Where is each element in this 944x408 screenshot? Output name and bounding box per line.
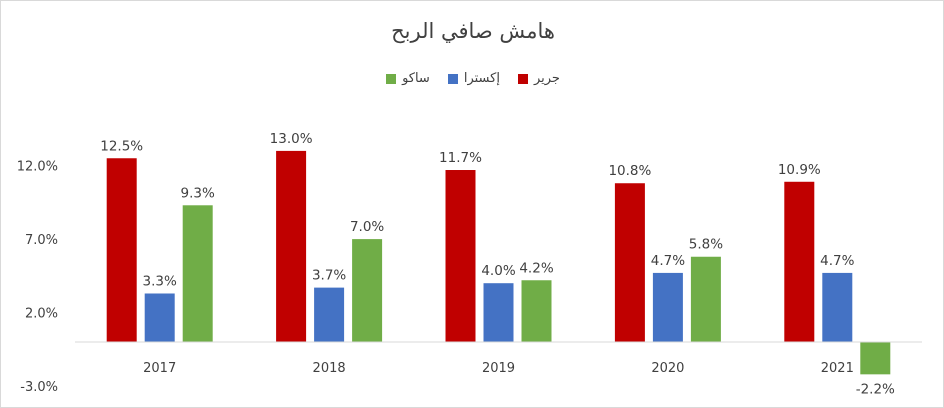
data-label: 13.0%: [270, 131, 313, 147]
x-tick-label: 2017: [143, 361, 176, 376]
y-tick-label: -3.0%: [20, 380, 58, 395]
legend-label-extra: إكسترا: [463, 71, 500, 86]
data-label: 4.2%: [519, 260, 553, 276]
bar-0-2019: [445, 170, 476, 342]
bar-1-2020: [652, 272, 683, 342]
data-label: 4.7%: [820, 253, 854, 269]
legend-swatch-sako: [386, 73, 397, 84]
data-label: 4.7%: [651, 253, 685, 269]
legend-item-jarir: جرير: [517, 71, 560, 86]
data-label: 9.3%: [181, 185, 215, 201]
bar-0-2021: [784, 181, 815, 342]
bar-1-2019: [483, 283, 514, 342]
data-label: 5.8%: [689, 237, 723, 253]
legend-item-extra: إكسترا: [447, 71, 500, 86]
x-tick-label: 2020: [651, 361, 684, 376]
bar-0-2018: [276, 150, 307, 342]
bar-2-2019: [521, 280, 552, 342]
data-label: 10.8%: [608, 163, 651, 179]
legend-item-sako: ساكو: [386, 71, 430, 86]
chart-title: هامش صافي الربح: [391, 19, 555, 43]
y-tick-label: 7.0%: [25, 233, 58, 248]
legend-label-sako: ساكو: [402, 71, 430, 86]
bar-1-2021: [822, 272, 853, 342]
legend-label-jarir: جرير: [533, 71, 560, 86]
data-label: 10.9%: [778, 162, 821, 178]
data-label: 4.0%: [481, 263, 515, 279]
data-label: 7.0%: [350, 219, 384, 235]
legend-swatch-extra: [447, 73, 458, 84]
data-label: 3.3%: [143, 273, 177, 289]
bar-1-2018: [314, 287, 345, 342]
bar-2-2017: [182, 205, 213, 342]
x-tick-label: 2018: [313, 361, 346, 376]
bar-0-2017: [106, 158, 137, 342]
bar-2-2020: [690, 256, 721, 342]
x-tick-label: 2019: [482, 361, 515, 376]
legend-swatch-jarir: [517, 73, 528, 84]
data-label: 11.7%: [439, 150, 482, 166]
bar-0-2020: [614, 183, 645, 342]
y-tick-label: 2.0%: [25, 307, 58, 322]
y-tick-label: 12.0%: [17, 160, 58, 175]
bar-1-2017: [144, 293, 175, 342]
x-tick-label: 2021: [821, 361, 854, 376]
data-label: -2.2%: [856, 381, 895, 397]
data-label: 12.5%: [100, 138, 143, 154]
bar-2-2018: [352, 239, 383, 342]
bar-2-2021: [860, 342, 891, 375]
chart-legend: ساكو إكسترا جرير: [1, 71, 944, 86]
data-label: 3.7%: [312, 268, 346, 284]
